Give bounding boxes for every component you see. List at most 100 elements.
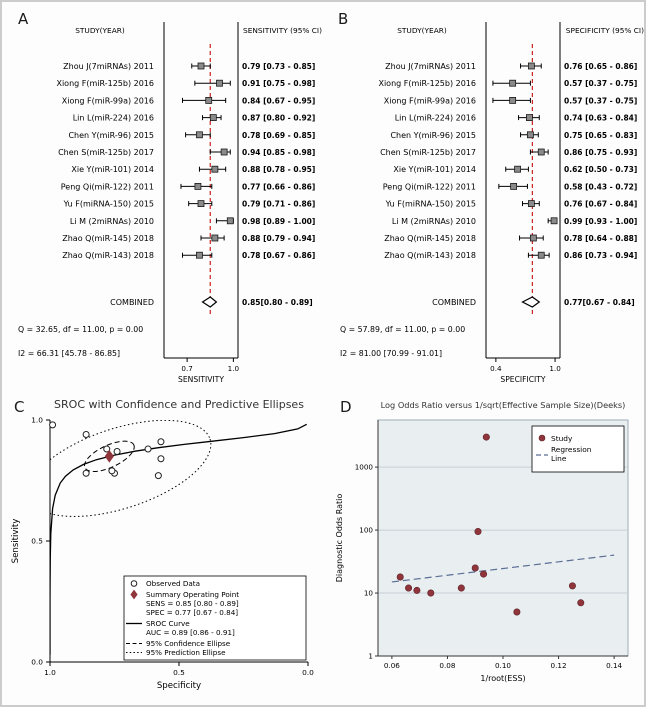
combined-diamond [521, 296, 541, 308]
estimate-marker [220, 148, 228, 156]
x-tick-label: 0.4 [490, 364, 502, 373]
study-point [405, 584, 413, 592]
y-tick-label: 10 [364, 589, 374, 598]
combined-ci-value: 0.85[0.80 - 0.89] [242, 298, 313, 307]
ci-value: 0.74 [0.63 - 0.84] [564, 114, 637, 123]
estimate-marker [537, 251, 545, 259]
heterogeneity-q: Q = 57.89, df = 11.00, p = 0.00 [340, 325, 465, 334]
legend-regression-label-2: Line [551, 454, 567, 463]
ci-value: 0.84 [0.67 - 0.95] [242, 96, 315, 105]
estimate-marker [197, 62, 205, 70]
estimate-marker [211, 165, 219, 173]
combined-diamond [201, 296, 218, 308]
heterogeneity-i2: I2 = 66.31 [45.78 - 86.85] [18, 349, 120, 358]
study-label: Xiong F(miR-125b) 2016 [378, 79, 476, 88]
x-tick-label: 0.0 [302, 668, 314, 677]
legend-prediction-label: 95% Prediction Ellipse [146, 648, 226, 657]
study-label: Xiong F(miR-99a) 2016 [384, 96, 476, 105]
estimate-marker [509, 97, 517, 104]
estimate-marker [527, 62, 535, 70]
legend-summary-spec: SPEC = 0.77 [0.67 - 0.84] [146, 608, 238, 617]
x-tick-label: 0.10 [495, 661, 511, 670]
observed-point [157, 438, 165, 446]
ci-value: 0.57 [0.37 - 0.75] [564, 79, 637, 88]
x-tick-label: 0.5 [173, 668, 185, 677]
x-axis-label: Specificity [157, 681, 201, 691]
study-point [396, 573, 404, 581]
observed-point [103, 445, 111, 453]
ci-value: 0.75 [0.65 - 0.83] [564, 131, 637, 140]
study-point [413, 586, 421, 594]
ci-value: 0.78 [0.69 - 0.85] [242, 131, 315, 140]
observed-point [82, 431, 90, 439]
legend-observed-label: Observed Data [146, 579, 200, 588]
ci-value: 0.79 [0.73 - 0.85] [242, 62, 315, 71]
study-label: Chen Y(miR-96) 2015 [390, 131, 476, 140]
study-label: Zhao Q(miR-143) 2018 [384, 251, 476, 260]
x-tick-label: 1.0 [549, 364, 561, 373]
panel-a-sensitivity-forest: STUDY(YEAR) SENSITIVITY (95% CI) Zhou J(7m… [4, 6, 324, 392]
observed-point [113, 447, 121, 455]
observed-point [154, 472, 162, 480]
legend-regression-label-1: Regression [551, 445, 592, 454]
study-point [427, 589, 435, 597]
legend-study-marker [538, 434, 546, 442]
heterogeneity-q: Q = 32.65, df = 11.00, p = 0.00 [18, 325, 143, 334]
observed-point [108, 467, 116, 475]
estimate-marker [211, 234, 219, 242]
x-tick-label: 0.06 [384, 661, 400, 670]
y-tick-label: 1 [368, 652, 373, 661]
column-header-study: STUDY(YEAR) [75, 26, 125, 35]
ci-value: 0.57 [0.37 - 0.75] [564, 96, 637, 105]
estimate-marker [529, 234, 537, 242]
estimate-marker [194, 182, 202, 190]
panel-letter-b: B [338, 10, 349, 28]
regression-line [391, 554, 615, 583]
panel-letter-a: A [18, 10, 29, 28]
forest-plot-specificity: STUDY(YEAR) SPECIFICITY (95% CI) Zhou J(7m… [340, 22, 644, 384]
ci-value: 0.87 [0.80 - 0.92] [242, 114, 315, 123]
deeks-funnel-plot: Log Odds Ratio versus 1/sqrt(Effective S… [335, 400, 629, 683]
x-tick-label: 1.0 [44, 668, 56, 677]
study-label: Zhao Q(miR-145) 2018 [62, 234, 154, 243]
observed-point [49, 421, 57, 429]
ci-value: 0.77 [0.66 - 0.86] [242, 182, 315, 191]
x-tick-label: 0.14 [606, 661, 622, 670]
x-axis-label: 1/root(ESS) [480, 674, 525, 683]
legend-sroc-label: SROC Curve [146, 619, 190, 628]
estimate-marker [196, 131, 203, 139]
estimate-marker [514, 165, 521, 173]
panel-c-sroc: SROC with Confidence and Predictive Elli… [4, 392, 324, 704]
ci-value: 0.79 [0.71 - 0.86] [242, 200, 315, 209]
column-header-ci: SPECIFICITY (95% CI) [566, 26, 644, 35]
study-label: Lin L(miR-224) 2016 [395, 114, 476, 123]
study-label: Peng Qi(miR-122) 2011 [61, 182, 154, 191]
confidence-ellipse [83, 440, 135, 472]
ci-value: 0.98 [0.89 - 1.00] [242, 217, 315, 226]
ci-value: 0.78 [0.64 - 0.88] [564, 234, 637, 243]
x-tick-label: 0.7 [181, 364, 192, 373]
legend-box [123, 575, 307, 661]
ci-value: 0.76 [0.65 - 0.86] [564, 62, 637, 71]
study-label: Chen S(miR-125b) 2017 [58, 148, 154, 157]
legend-summary-sens: SENS = 0.85 [0.80 - 0.89] [146, 599, 239, 608]
study-point [474, 527, 482, 535]
y-tick-label: 0.0 [31, 658, 43, 667]
legend-summary-marker [130, 589, 138, 600]
study-label: Zhou J(7miRNAs) 2011 [63, 62, 154, 71]
study-label: Yu F(miRNA-150) 2015 [63, 200, 154, 209]
estimate-marker [509, 79, 517, 87]
study-point [577, 599, 585, 607]
study-point [457, 584, 465, 592]
observed-point [144, 445, 152, 453]
x-axis-label: SENSITIVITY [178, 375, 224, 384]
ellipse-layer [50, 420, 307, 655]
study-point [568, 582, 576, 590]
prediction-ellipse [50, 420, 212, 517]
estimate-marker [226, 217, 234, 225]
sroc-title: SROC with Confidence and Predictive Elli… [54, 398, 304, 411]
y-tick-label: 1000 [355, 463, 374, 472]
x-tick-label: 0.12 [551, 661, 567, 670]
panel-d-deeks-funnel: Log Odds Ratio versus 1/sqrt(Effective S… [326, 392, 646, 704]
